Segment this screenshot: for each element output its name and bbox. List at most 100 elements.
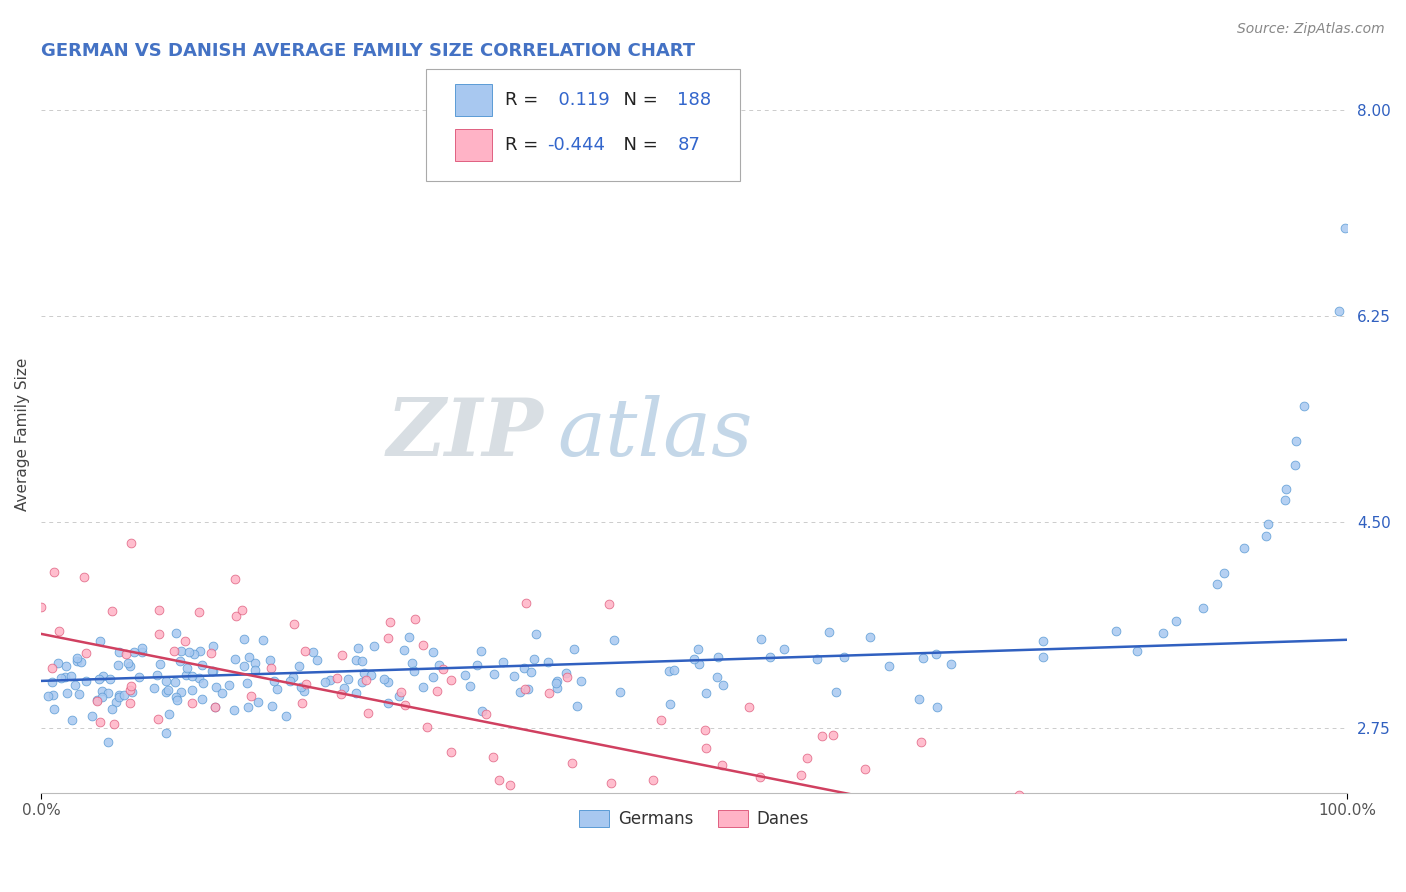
Point: [121, 685, 143, 699]
Point: [240, 689, 263, 703]
Point: [165, 690, 187, 704]
Point: [463, 803, 485, 817]
Point: [118, 696, 141, 710]
Point: [517, 682, 540, 697]
Point: [201, 664, 224, 678]
Point: [41, 660, 63, 674]
Point: [117, 656, 139, 670]
Point: [925, 700, 948, 714]
Point: [191, 675, 214, 690]
Point: [454, 667, 477, 681]
Point: [66, 651, 89, 665]
Point: [53, 670, 76, 684]
Point: [1292, 399, 1315, 413]
Point: [148, 626, 170, 640]
Point: [659, 697, 682, 711]
Point: [329, 686, 352, 700]
Point: [202, 639, 225, 653]
Point: [569, 673, 592, 688]
Point: [224, 572, 246, 586]
Point: [155, 685, 177, 699]
Point: [484, 667, 506, 681]
Point: [422, 645, 444, 659]
Point: [567, 699, 589, 714]
Point: [1031, 832, 1053, 847]
Point: [69, 655, 91, 669]
Point: [394, 642, 416, 657]
Point: [263, 673, 285, 688]
Point: [191, 657, 214, 672]
Point: [412, 638, 434, 652]
Point: [353, 666, 375, 681]
Point: [86, 694, 108, 708]
Point: [401, 656, 423, 670]
Point: [326, 671, 349, 685]
Point: [169, 654, 191, 668]
Point: [191, 692, 214, 706]
Point: [319, 673, 342, 688]
Point: [465, 658, 488, 673]
Point: [1233, 541, 1256, 556]
Text: 188: 188: [678, 91, 711, 110]
Point: [373, 672, 395, 686]
Point: [333, 681, 356, 695]
Point: [470, 644, 492, 658]
Point: [283, 617, 305, 632]
Legend: Germans, Danes: Germans, Danes: [572, 803, 815, 835]
Point: [89, 714, 111, 729]
Point: [131, 641, 153, 656]
Point: [520, 665, 543, 680]
Point: [344, 686, 367, 700]
Point: [509, 685, 531, 699]
Text: Source: ZipAtlas.com: Source: ZipAtlas.com: [1237, 22, 1385, 37]
Point: [75, 673, 97, 688]
Point: [142, 681, 165, 695]
Point: [41, 675, 63, 690]
Point: [858, 798, 880, 813]
Point: [231, 603, 253, 617]
Point: [676, 826, 699, 840]
Point: [1274, 482, 1296, 496]
Point: [555, 670, 578, 684]
Point: [236, 700, 259, 714]
Point: [380, 615, 402, 630]
Point: [377, 696, 399, 710]
Point: [170, 643, 193, 657]
Point: [598, 597, 620, 611]
Point: [247, 695, 270, 709]
Point: [524, 626, 547, 640]
Point: [1284, 458, 1306, 472]
Point: [157, 682, 180, 697]
Point: [398, 630, 420, 644]
Point: [658, 665, 681, 679]
Point: [1192, 601, 1215, 615]
Point: [562, 642, 585, 657]
Point: [350, 674, 373, 689]
Point: [120, 679, 142, 693]
Point: [187, 605, 209, 619]
Point: [693, 723, 716, 737]
Point: [458, 679, 481, 693]
Point: [67, 687, 90, 701]
Point: [181, 696, 204, 710]
Point: [377, 631, 399, 645]
Point: [498, 778, 520, 792]
Point: [546, 681, 568, 695]
Point: [1038, 832, 1060, 847]
Point: [790, 768, 813, 782]
Point: [537, 655, 560, 669]
Point: [1032, 634, 1054, 648]
Point: [664, 663, 686, 677]
Point: [363, 639, 385, 653]
Point: [759, 650, 782, 665]
Point: [337, 673, 360, 687]
Point: [811, 729, 834, 743]
Point: [120, 536, 142, 550]
Point: [749, 632, 772, 647]
Point: [107, 690, 129, 704]
Point: [515, 681, 537, 696]
Point: [910, 734, 932, 748]
Point: [706, 670, 728, 684]
Point: [98, 672, 121, 686]
Point: [650, 713, 672, 727]
